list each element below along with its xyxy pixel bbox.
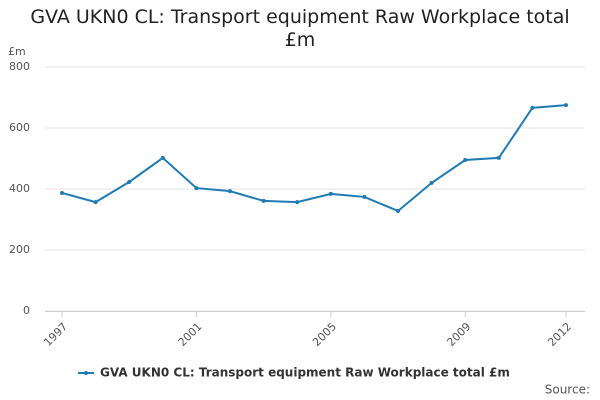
line (61, 104, 567, 213)
point (60, 190, 64, 195)
point (228, 189, 232, 194)
x-tick-label: 2012 (545, 320, 574, 349)
point (362, 194, 367, 199)
point (463, 158, 468, 163)
point (261, 198, 266, 203)
x-tick-label: 2009 (444, 320, 473, 349)
legend-marker (84, 371, 88, 375)
source: Source: (545, 383, 590, 397)
point (496, 155, 501, 160)
y-axis-label: £m (8, 45, 26, 58)
point (194, 186, 199, 191)
y-tick-label: 0 (23, 304, 30, 317)
point (127, 179, 132, 184)
legend-label: GVA UKN0 CL: Transport equipment Raw Wor… (100, 366, 510, 380)
point (396, 208, 400, 213)
y-tick-label: 800 (9, 60, 30, 73)
point (530, 105, 535, 110)
point (564, 103, 568, 108)
x-tick-label: 1997 (41, 320, 70, 349)
x-tick-label: 2001 (176, 320, 205, 349)
point (93, 200, 98, 205)
point (328, 191, 333, 196)
x-tick-label: 2005 (310, 320, 339, 349)
y-tick-label: 400 (9, 182, 30, 195)
y-tick-label: 600 (9, 121, 30, 134)
point (429, 180, 434, 185)
y-tick-label: 200 (9, 243, 30, 256)
chart-title: GVA UKN0 CL: Transport equipment Raw Wor… (30, 6, 570, 51)
point (295, 200, 300, 205)
point (160, 155, 165, 160)
